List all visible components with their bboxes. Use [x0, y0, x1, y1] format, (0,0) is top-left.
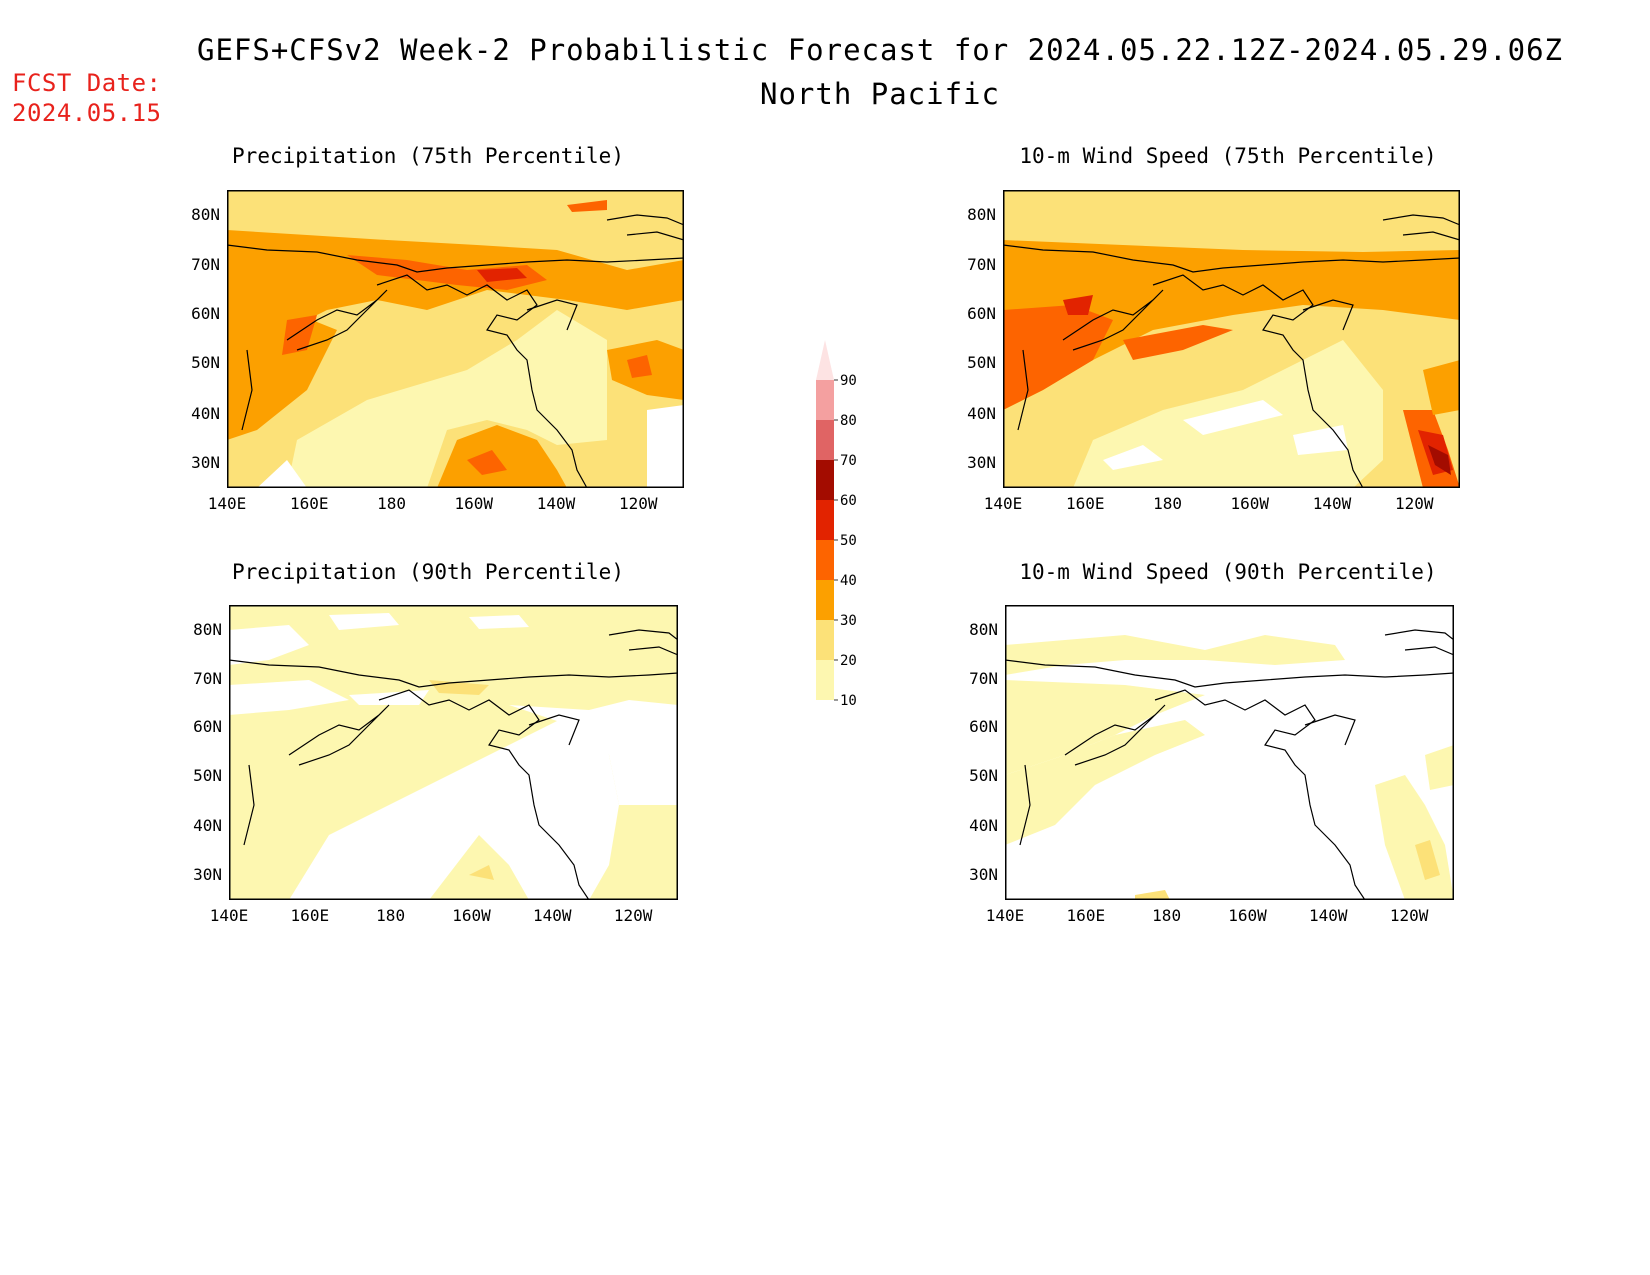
lat-tick-label: 70N [969, 668, 998, 688]
panel-title-wind-75: 10-m Wind Speed (75th Percentile) [1019, 144, 1437, 168]
lon-tick-label: 120W [1389, 906, 1429, 925]
lat-tick-label: 60N [193, 717, 222, 737]
lon-tick-label: 120W [619, 494, 658, 513]
colorbar-label: 50 [840, 533, 857, 549]
panel-title-precip-90: Precipitation (90th Percentile) [232, 560, 624, 584]
lat-tick-label: 80N [969, 620, 998, 640]
colorbar-segment [816, 420, 834, 460]
colorbar-segment [816, 660, 834, 700]
lat-tick-label: 50N [967, 352, 996, 372]
lon-tick-label: 180 [377, 494, 406, 513]
lon-tick-label: 120W [613, 906, 653, 925]
colorbar-segment [816, 500, 834, 540]
lon-tick-label: 160E [1065, 494, 1105, 513]
lon-tick-label: 140W [533, 906, 572, 925]
colorbar-label: 40 [840, 573, 857, 589]
colorbar-label: 60 [840, 493, 857, 509]
lon-tick-label: 160W [1230, 494, 1270, 513]
colorbar-segment [816, 460, 834, 500]
lon-tick-label: 140E [983, 494, 1023, 513]
lat-tick-label: 40N [193, 816, 222, 836]
lat-tick-label: 30N [969, 864, 998, 884]
fcst-date-label: FCST Date: [12, 69, 162, 97]
panel-title-precip-75: Precipitation (75th Percentile) [232, 144, 624, 168]
lat-tick-label: 60N [967, 303, 996, 323]
main-title: GEFS+CFSv2 Week-2 Probabilistic Forecast… [196, 33, 1563, 67]
lon-tick-label: 160E [290, 906, 330, 925]
lon-tick-label: 140W [536, 494, 576, 513]
colorbar-segment [816, 620, 834, 660]
colorbar-segment [816, 540, 834, 580]
lat-tick-label: 50N [191, 352, 220, 372]
lat-tick-label: 40N [967, 403, 996, 423]
lon-tick-label: 180 [376, 906, 406, 925]
lon-tick-label: 180 [1153, 494, 1182, 513]
lon-tick-label: 160W [1228, 906, 1267, 925]
colorbar-bottom-arrow [816, 700, 834, 730]
lon-tick-label: 140E [985, 906, 1025, 925]
colorbar-segment [816, 380, 834, 420]
lat-tick-label: 40N [969, 816, 998, 836]
lat-tick-label: 70N [193, 668, 222, 688]
lat-tick-label: 50N [969, 766, 998, 786]
map-precip-75 [227, 190, 684, 488]
lon-tick-label: 180 [1152, 906, 1182, 925]
colorbar-label: 10 [840, 693, 857, 709]
colorbar-segment [816, 580, 834, 620]
colorbar-top-arrow [816, 340, 834, 380]
lat-tick-label: 30N [193, 864, 222, 884]
lat-tick-label: 60N [191, 303, 220, 323]
lat-tick-label: 70N [967, 254, 996, 274]
lat-tick-label: 80N [191, 205, 220, 225]
lat-tick-label: 60N [969, 717, 998, 737]
lon-tick-label: 120W [1395, 494, 1434, 513]
map-precip-90 [229, 605, 678, 900]
colorbar-label: 20 [840, 653, 857, 669]
map-wind-90 [1005, 605, 1454, 900]
lon-tick-label: 140E [209, 906, 249, 925]
lat-tick-label: 80N [193, 620, 222, 640]
colorbar-label: 30 [840, 613, 857, 629]
fcst-date-value: 2024.05.15 [12, 99, 162, 127]
lon-tick-label: 160W [454, 494, 494, 513]
colorbar-label: 70 [840, 453, 857, 469]
lat-tick-label: 30N [967, 452, 996, 472]
lon-tick-label: 160E [1066, 906, 1106, 925]
lon-tick-label: 140W [1309, 906, 1348, 925]
panel-title-wind-90: 10-m Wind Speed (90th Percentile) [1019, 560, 1437, 584]
lat-tick-label: 70N [191, 254, 220, 274]
lat-tick-label: 30N [191, 452, 220, 472]
map-wind-75 [1003, 190, 1460, 488]
colorbar-label: 80 [840, 413, 857, 429]
lon-tick-label: 160E [289, 494, 329, 513]
region-subtitle: North Pacific [760, 77, 1000, 111]
lon-tick-label: 140W [1312, 494, 1352, 513]
lon-tick-label: 140E [207, 494, 247, 513]
lon-tick-label: 160W [452, 906, 491, 925]
colorbar-legend: 90 80 70 60 50 40 30 20 10 [815, 340, 895, 740]
lat-tick-label: 40N [191, 403, 220, 423]
lat-tick-label: 50N [193, 766, 222, 786]
colorbar-label: 90 [840, 373, 857, 389]
lat-tick-label: 80N [967, 205, 996, 225]
